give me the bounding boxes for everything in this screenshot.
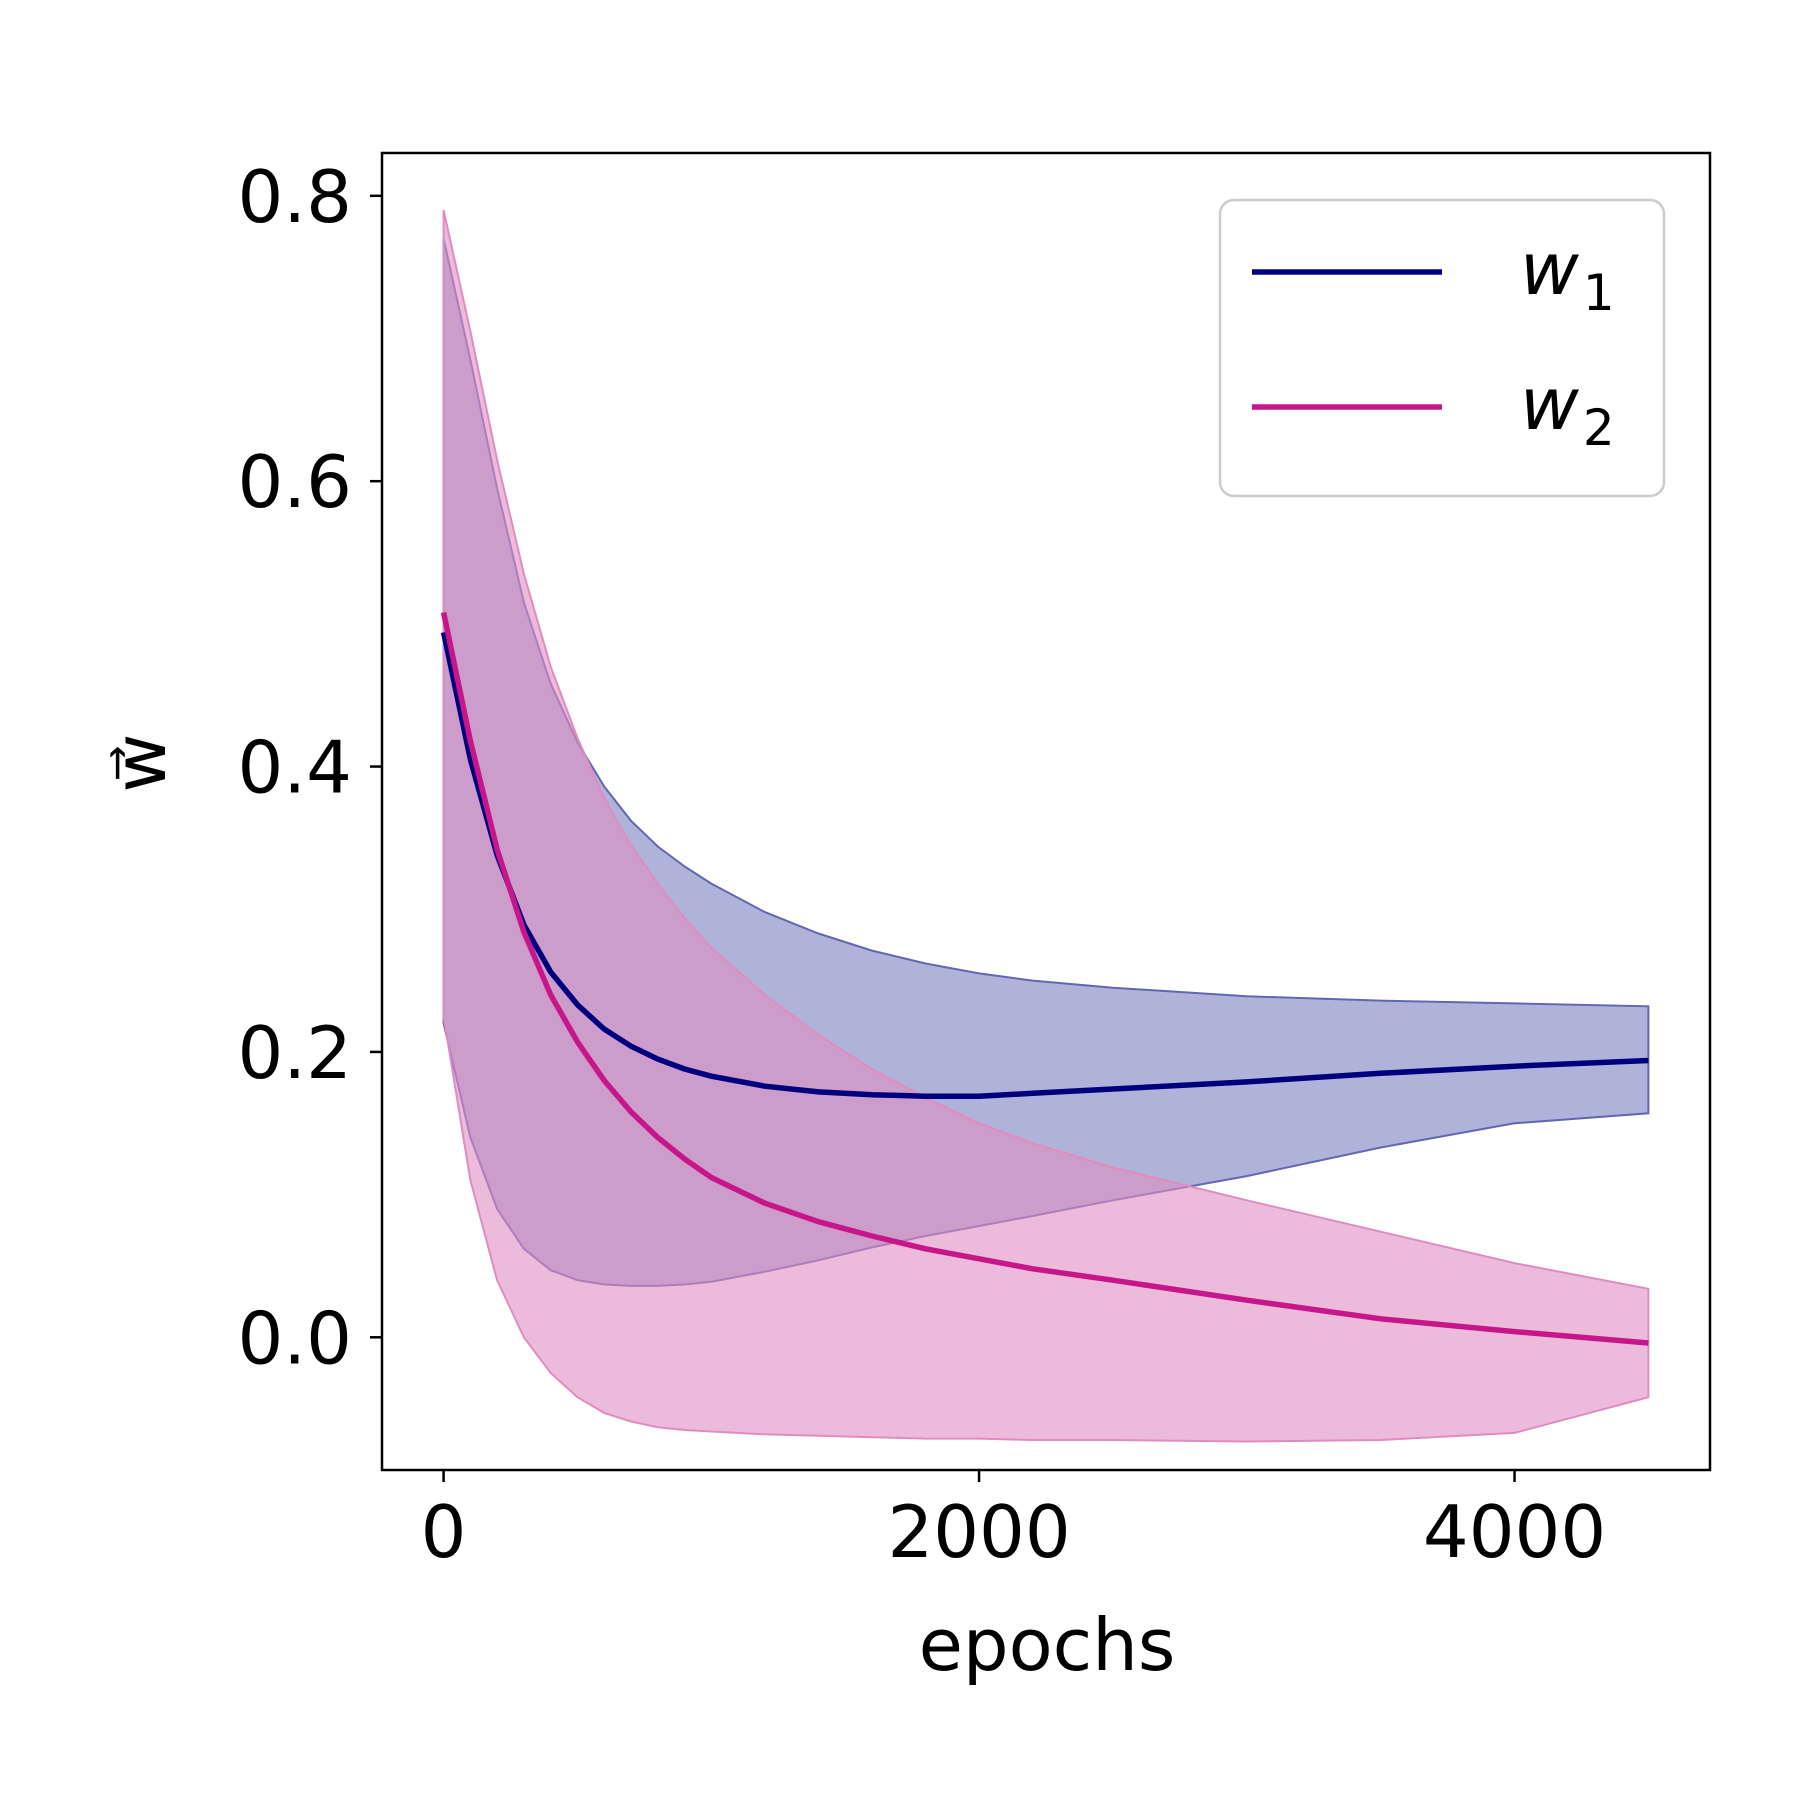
x-axis-title: epochs	[919, 1603, 1176, 1687]
y-tick-label: 0.6	[237, 440, 352, 524]
y-axis-title: w⃗	[98, 734, 182, 793]
y-tick-label: 0.8	[237, 155, 352, 239]
plot-frame	[380, 151, 1712, 1472]
y-axis-ticks: 0.0 0.2 0.4 0.6 0.8	[237, 155, 382, 1380]
x-tick-label: 2000	[887, 1490, 1070, 1574]
y-tick-label: 0.4	[237, 726, 352, 810]
series-lines	[440, 611, 1649, 1346]
y-tick-label: 0.0	[237, 1296, 352, 1380]
confidence-bands	[442, 209, 1650, 1443]
confidence-band-2	[442, 209, 1650, 1443]
x-axis-ticks: 0 2000 4000	[421, 1470, 1606, 1574]
x-tick-label: 4000	[1423, 1490, 1606, 1574]
series-line-2	[440, 611, 1649, 1346]
legend-label-2: w2	[1520, 362, 1615, 457]
legend-label-1: w1	[1520, 227, 1615, 322]
x-tick-label: 0	[421, 1490, 467, 1574]
series-line-1	[440, 631, 1649, 1099]
y-tick-label: 0.2	[237, 1011, 352, 1095]
